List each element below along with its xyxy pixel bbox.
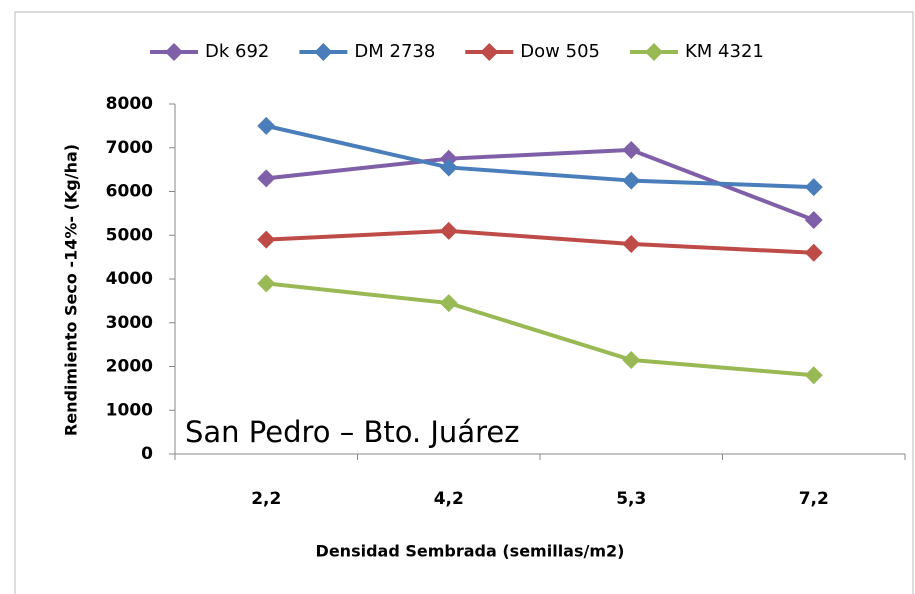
y-tick-label: 0 (141, 444, 153, 464)
y-tick-label: 6000 (106, 182, 153, 202)
point (804, 243, 823, 262)
legend-marker (480, 43, 499, 61)
y-tick-label: 2000 (106, 357, 153, 377)
x-tick-label: 7,2 (799, 489, 829, 509)
series-line (265, 123, 814, 190)
y-tick-label: 4000 (106, 269, 153, 289)
chart-frame (14, 11, 914, 594)
annotation: San Pedro – Bto. Juárez (185, 415, 519, 449)
legend-label: Dow 505 (520, 41, 600, 62)
series-line (266, 281, 814, 378)
legend-marker (165, 43, 183, 61)
x-tick-label: 4,2 (434, 489, 464, 509)
point (622, 171, 641, 190)
point (439, 158, 458, 177)
y-tick-label: 7000 (106, 138, 153, 158)
x-axis-title: Densidad Sembrada (semillas/m2) (316, 542, 625, 561)
point (257, 116, 276, 135)
y-axis-title: Rendimiento Seco -14%- (Kg/ha) (62, 144, 81, 436)
x-tick-label: 5,3 (616, 489, 646, 509)
point (622, 350, 641, 369)
point (622, 140, 641, 159)
series-line (266, 228, 814, 255)
y-tick-label: 1000 (106, 400, 153, 420)
point (804, 366, 823, 385)
x-tick-label: 2,2 (251, 489, 281, 509)
legend-marker (644, 43, 663, 61)
legend-marker (314, 43, 333, 61)
legend-label: KM 4321 (685, 41, 764, 62)
point (439, 294, 458, 313)
legend-label: DM 2738 (354, 41, 435, 62)
point (257, 274, 276, 293)
y-tick-label: 3000 (106, 313, 153, 333)
point (257, 169, 276, 188)
y-tick-label: 8000 (106, 94, 153, 114)
point (439, 221, 458, 240)
point (804, 178, 823, 197)
point (257, 230, 276, 249)
point (804, 210, 823, 229)
y-tick-label: 5000 (106, 225, 153, 245)
legend-label: Dk 692 (205, 41, 269, 62)
point (622, 235, 641, 253)
